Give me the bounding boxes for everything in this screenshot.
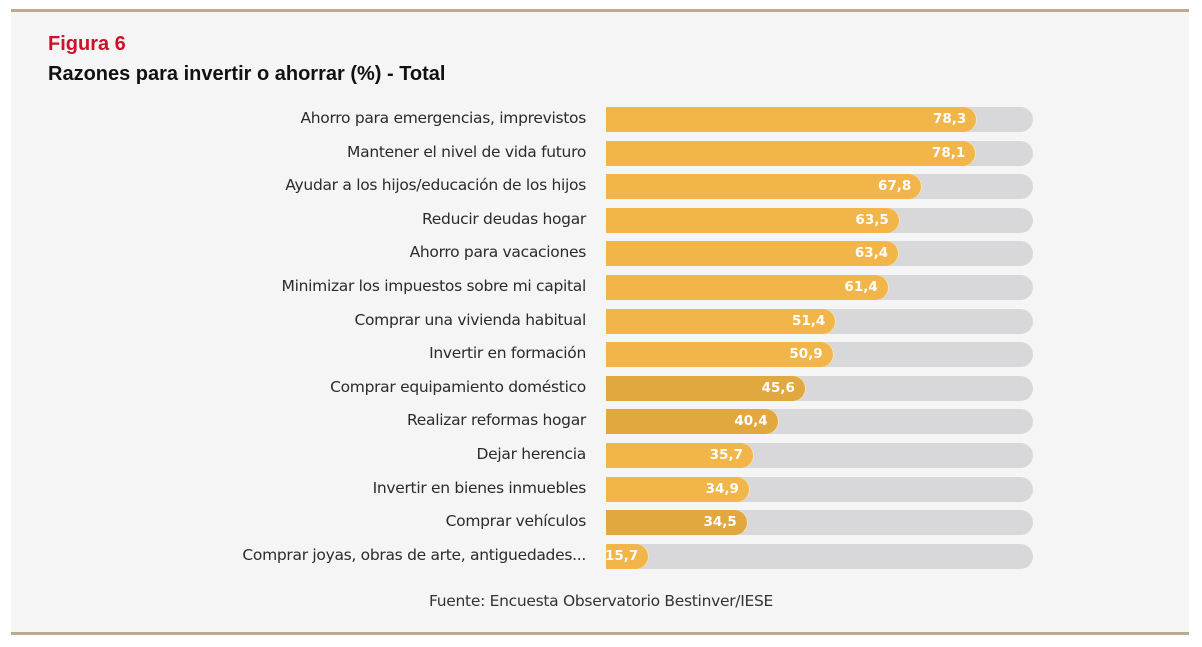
bar <box>606 476 749 502</box>
category-label: Ahorro para vacaciones <box>409 243 587 262</box>
source-note: Fuente: Encuesta Observatorio Bestinver/… <box>429 592 773 610</box>
category-label: Invertir en formación <box>429 344 586 363</box>
data-label: 50,9 <box>789 346 823 363</box>
data-label: 15,7 <box>604 547 639 564</box>
data-label: 35,7 <box>709 447 744 463</box>
bar <box>606 409 778 435</box>
bar <box>606 275 888 300</box>
category-label: Comprar joyas, obras de arte, antiguedad… <box>242 545 586 564</box>
category-label: Invertir en bienes inmuebles <box>372 478 587 497</box>
data-label: 67,8 <box>877 178 912 195</box>
bar <box>606 443 754 468</box>
category-label: Comprar equipamiento doméstico <box>330 377 586 396</box>
bar <box>606 107 977 132</box>
data-label: 34,9 <box>705 480 739 497</box>
data-label: 51,4 <box>792 312 826 329</box>
data-label: 78,1 <box>931 144 966 161</box>
bar <box>606 207 899 233</box>
bottom-rule <box>11 632 1189 635</box>
bar <box>606 174 922 200</box>
category-label: Dejar herencia <box>476 445 587 463</box>
category-label: Comprar una vivienda habitual <box>354 310 586 329</box>
data-label: 78,3 <box>932 111 967 127</box>
top-rule <box>11 9 1189 12</box>
bar <box>606 510 747 536</box>
bar <box>606 308 836 334</box>
bar <box>606 241 899 267</box>
category-label: Mantener el nivel de vida futuro <box>347 142 586 161</box>
category-label: Realizar reformas hogar <box>407 411 586 430</box>
category-label: Minimizar los impuestos sobre mi capital <box>281 277 587 295</box>
bar <box>606 140 976 166</box>
data-label: 63,5 <box>855 211 889 228</box>
bar-track <box>606 543 1033 569</box>
bar <box>606 543 649 569</box>
category-label: Comprar vehículos <box>445 512 587 531</box>
data-label: 61,4 <box>844 279 878 295</box>
data-label: 45,6 <box>761 379 795 396</box>
category-label: Reducir deudas hogar <box>422 209 586 228</box>
category-label: Ayudar a los hijos/educación de los hijo… <box>285 176 586 195</box>
data-label: 63,4 <box>854 245 889 262</box>
chart-title: Razones para invertir o ahorrar (%) - To… <box>48 63 446 85</box>
data-label: 34,5 <box>703 514 737 531</box>
category-label: Ahorro para emergencias, imprevistos <box>300 109 586 127</box>
bar <box>606 375 805 401</box>
figure-number: Figura 6 <box>48 33 126 55</box>
bar <box>606 342 833 368</box>
data-label: 40,4 <box>734 413 768 430</box>
